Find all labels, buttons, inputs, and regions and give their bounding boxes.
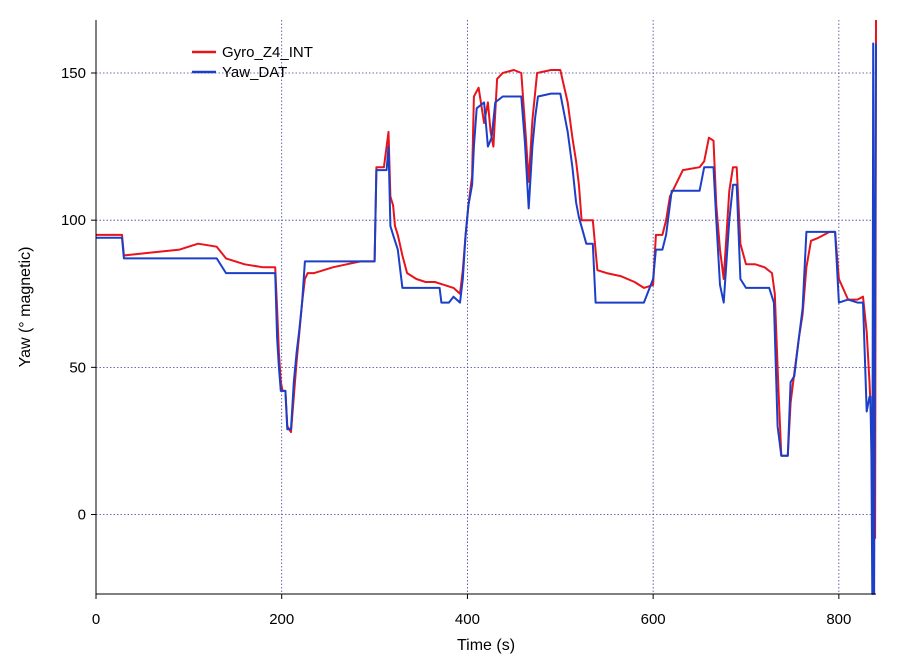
legend: Gyro_Z4_INT Yaw_DAT xyxy=(192,44,313,81)
x-axis-title: Time (s) xyxy=(457,637,515,654)
series-layer xyxy=(96,19,877,595)
y-tick-label: 150 xyxy=(61,65,86,82)
x-tick-label: 600 xyxy=(641,611,666,628)
x-tick-label: 200 xyxy=(269,611,294,628)
legend-label-gyro: Gyro_Z4_INT xyxy=(222,44,313,61)
x-tick-label: 800 xyxy=(826,611,851,628)
x-tick-label: 0 xyxy=(92,611,100,628)
y-ticks: 0 50 100 150 xyxy=(61,65,96,524)
y-tick-label: 0 xyxy=(78,507,86,524)
x-tick-label: 400 xyxy=(455,611,480,628)
x-ticks: 0 200 400 600 800 xyxy=(92,594,851,628)
series-line-1 xyxy=(96,42,877,595)
legend-label-yaw: Yaw_DAT xyxy=(222,64,287,81)
y-tick-label: 50 xyxy=(69,359,86,376)
y-axis-title: Yaw (° magnetic) xyxy=(17,247,34,368)
grid xyxy=(96,20,876,594)
axes xyxy=(95,20,876,595)
y-tick-label: 100 xyxy=(61,212,86,229)
